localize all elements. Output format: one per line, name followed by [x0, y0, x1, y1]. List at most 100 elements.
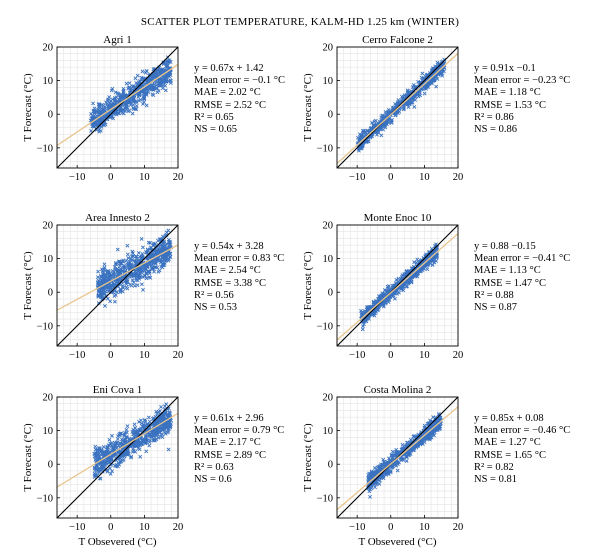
data-point [161, 244, 166, 249]
data-point [425, 267, 430, 272]
data-point [135, 73, 140, 78]
x-tick-label: 20 [173, 172, 184, 183]
x-tick-label: 20 [173, 522, 184, 533]
plot-frame [336, 46, 459, 169]
data-point [110, 433, 114, 438]
data-point [376, 477, 381, 482]
data-point [142, 89, 147, 94]
data-point [112, 265, 117, 269]
x-tick-label: −10 [69, 350, 85, 361]
data-point [390, 117, 394, 122]
x-tick-label: 0 [388, 522, 393, 533]
stats-box: y = 0.67x + 1.42 Mean error = −0.1 °C MAE … [194, 63, 285, 136]
stats-line: Mean error = 0.83 °C [194, 253, 285, 265]
data-point [153, 242, 158, 246]
data-point [103, 289, 108, 294]
data-point [116, 271, 121, 276]
data-point [143, 274, 147, 278]
data-point [375, 469, 379, 474]
data-point [161, 415, 166, 420]
y-tick-label: 20 [323, 43, 334, 54]
y-tick-label: −10 [317, 321, 333, 332]
data-point [371, 300, 376, 305]
x-tick-label: 0 [108, 172, 113, 183]
data-point [418, 86, 423, 91]
data-point [415, 257, 420, 262]
data-point [395, 101, 400, 106]
stats-line: RMSE = 1.65 °C [474, 449, 546, 461]
data-point [102, 262, 107, 267]
y-tick-label: 20 [43, 393, 54, 404]
data-point [101, 270, 106, 275]
data-point [159, 83, 164, 87]
data-point [394, 111, 399, 115]
data-point [152, 269, 156, 274]
data-point [130, 278, 135, 283]
data-point [167, 241, 172, 246]
stats-line: Mean error = 0.79 °C [194, 425, 285, 437]
data-point [107, 95, 112, 100]
stats-line: y = 0.88 −0.15 [474, 241, 536, 252]
data-point [399, 287, 403, 292]
data-point [432, 260, 437, 265]
chart-panel: −10 0 10 20 −10 0 10 20 Monte Enoc 10 T Forecast … [302, 212, 463, 361]
data-point [124, 102, 129, 107]
data-point [111, 453, 116, 458]
data-point [121, 90, 126, 94]
panel-title: Monte Enoc 10 [364, 212, 432, 224]
data-point [123, 268, 128, 273]
data-point [434, 84, 439, 89]
data-point [113, 98, 118, 103]
x-tick-label: 20 [453, 172, 464, 183]
data-point [119, 431, 124, 436]
data-point [432, 433, 436, 438]
regression-line [57, 412, 178, 488]
y-tick-label: 0 [48, 288, 53, 299]
data-point [378, 296, 382, 301]
data-point [368, 135, 373, 140]
data-point [103, 304, 107, 308]
stats-line: NS = 0.86 [474, 124, 517, 136]
stats-line: R² = 0.56 [194, 289, 234, 301]
stats-line: R² = 0.86 [474, 111, 514, 123]
data-point [412, 260, 417, 265]
data-point [373, 485, 377, 490]
y-tick-label: 10 [43, 254, 54, 265]
data-point [107, 275, 112, 280]
data-point [431, 76, 436, 81]
data-point [109, 102, 114, 107]
data-point [155, 257, 160, 262]
data-point [378, 473, 383, 478]
data-point [121, 86, 126, 91]
data-point [117, 259, 122, 264]
data-point [132, 444, 137, 449]
identity-line [337, 225, 458, 346]
data-point [435, 428, 440, 432]
data-point [118, 287, 123, 292]
data-point [165, 242, 169, 246]
data-point [98, 476, 102, 481]
data-point [106, 104, 111, 109]
data-point [369, 126, 374, 130]
data-point [163, 431, 168, 436]
data-point [168, 71, 172, 76]
data-point [122, 432, 127, 437]
data-point [425, 263, 430, 267]
regression-line [57, 244, 178, 311]
data-point [368, 494, 372, 499]
y-tick-label: 10 [43, 76, 54, 87]
data-point [367, 489, 372, 494]
y-tick-label: 20 [323, 221, 334, 232]
data-point [144, 449, 149, 454]
chart-panel: −10 0 10 20 −10 0 10 20 Costa Molina 2 T Forecast… [302, 384, 463, 548]
data-point [124, 258, 129, 263]
y-tick-label: −10 [317, 143, 333, 154]
y-tick-label: 0 [48, 110, 53, 121]
data-point [126, 256, 131, 260]
data-point [442, 69, 446, 74]
data-point [150, 253, 154, 257]
data-point [111, 448, 116, 452]
data-point [120, 110, 125, 115]
data-point [405, 284, 409, 289]
data-point [133, 431, 138, 436]
